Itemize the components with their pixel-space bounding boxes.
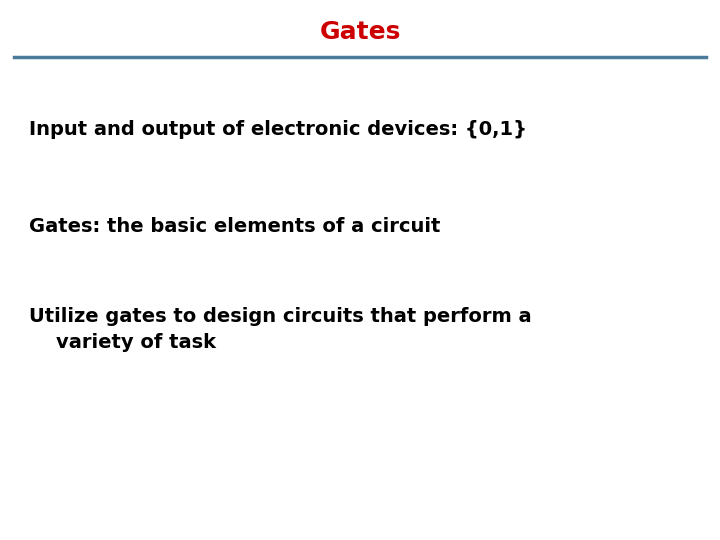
Text: Gates: the basic elements of a circuit: Gates: the basic elements of a circuit [29,217,440,237]
Text: Gates: Gates [319,21,401,44]
Text: Utilize gates to design circuits that perform a
    variety of task: Utilize gates to design circuits that pe… [29,307,531,352]
Text: Input and output of electronic devices: {0,1}: Input and output of electronic devices: … [29,120,527,139]
